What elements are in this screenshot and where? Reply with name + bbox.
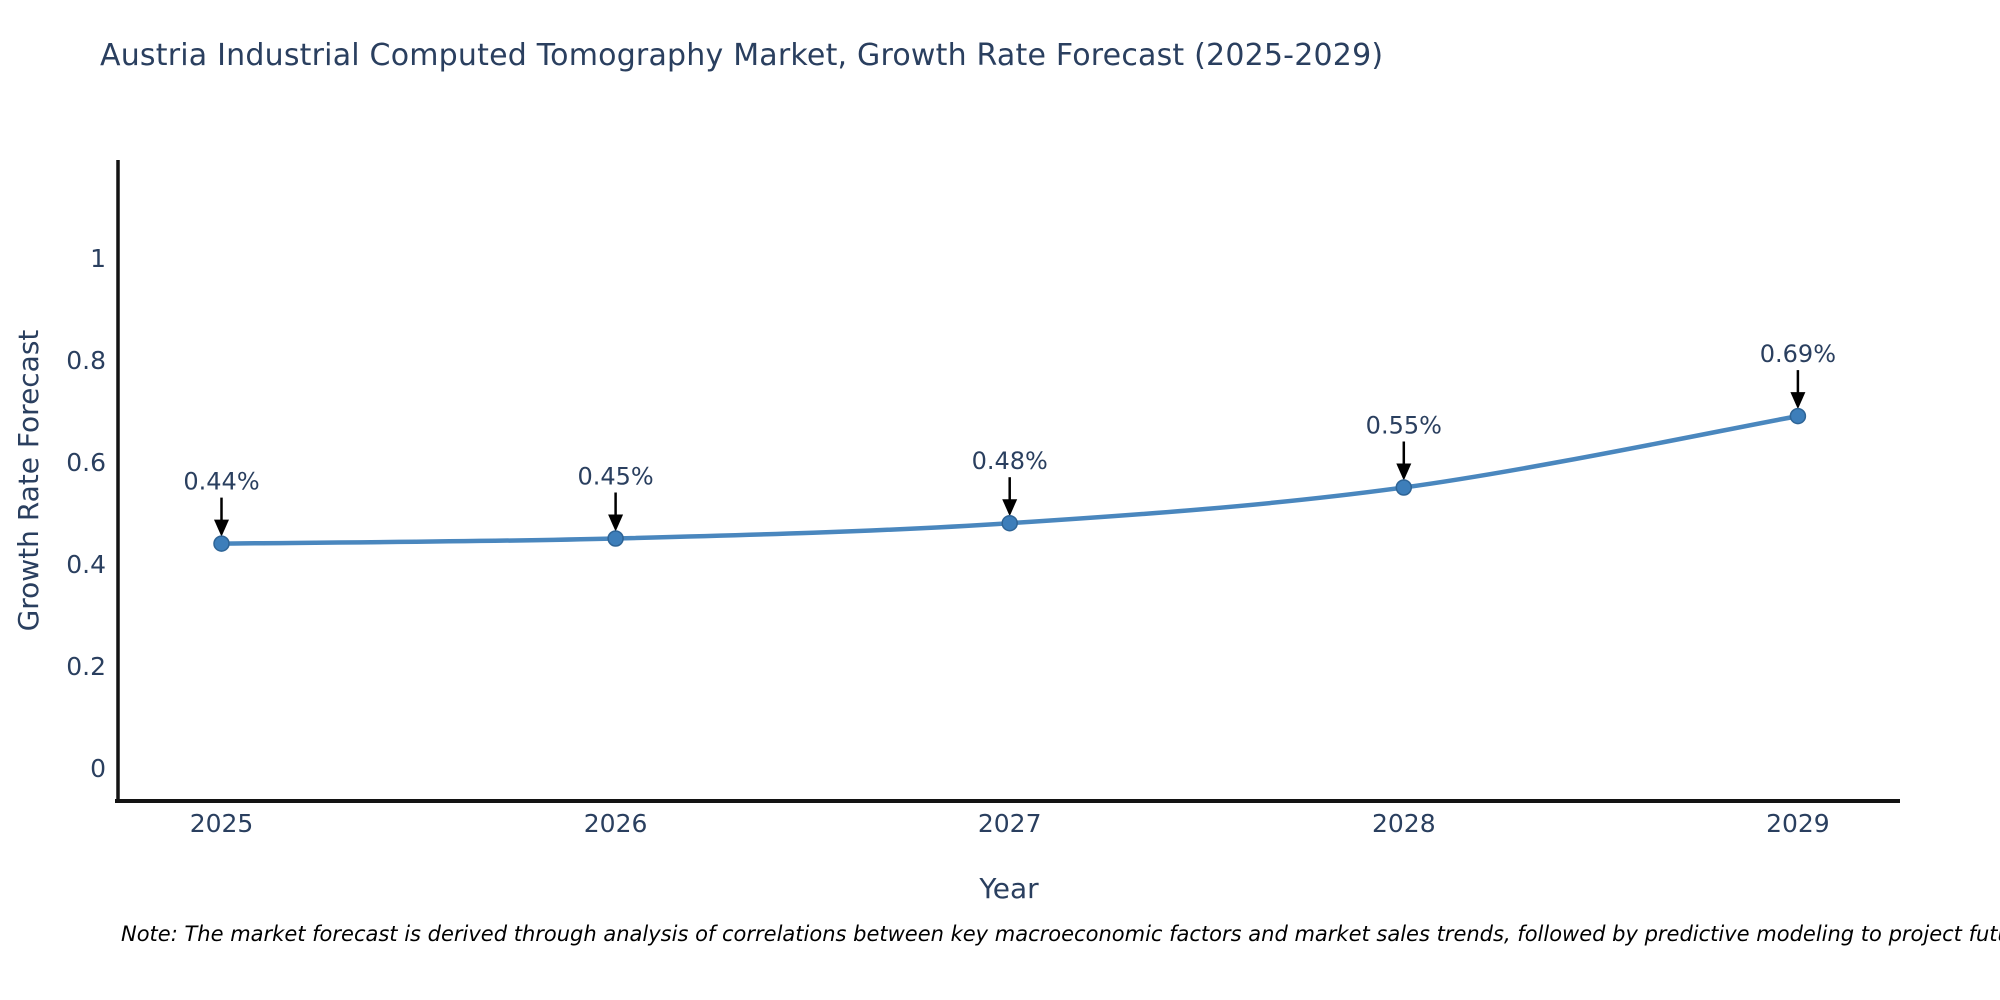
annotation-arrow-head-icon — [1790, 392, 1806, 410]
annotation-arrow-head-icon — [214, 519, 229, 537]
footnote: Note: The market forecast is derived thr… — [121, 922, 2000, 946]
chart-title: Austria Industrial Computed Tomography M… — [100, 38, 1384, 73]
data-point-marker[interactable] — [213, 535, 230, 552]
data-point-marker[interactable] — [1395, 479, 1413, 496]
annotation-arrow-head-icon — [608, 514, 624, 532]
x-tick-label: 2028 — [1372, 809, 1436, 838]
y-tick-label: 0 — [90, 754, 106, 783]
y-axis-title: Growth Rate Forecast — [12, 330, 45, 632]
x-tick-label: 2026 — [584, 809, 648, 838]
annotation-arrow-head-icon — [1002, 499, 1018, 517]
annotation-label: 0.44% — [183, 468, 259, 496]
y-tick-label: 1 — [90, 244, 106, 273]
x-tick-label: 2025 — [190, 809, 254, 838]
x-axis-title: Year — [978, 872, 1039, 905]
data-point-marker[interactable] — [1001, 514, 1018, 532]
y-tick-label: 0.6 — [66, 448, 106, 477]
annotation-label: 0.55% — [1366, 412, 1442, 440]
annotation-label: 0.48% — [972, 447, 1048, 475]
x-tick-label: 2029 — [1766, 809, 1830, 838]
annotation-label: 0.69% — [1760, 340, 1836, 368]
annotation-arrow-head-icon — [1396, 463, 1412, 481]
y-tick-label: 0.4 — [66, 550, 106, 579]
x-tick-label: 2027 — [978, 809, 1042, 838]
data-point-marker[interactable] — [607, 530, 624, 547]
data-point-marker[interactable] — [1789, 407, 1807, 425]
y-tick-label: 0.8 — [66, 346, 106, 375]
annotation-label: 0.45% — [577, 463, 653, 491]
y-tick-label: 0.2 — [66, 652, 106, 681]
